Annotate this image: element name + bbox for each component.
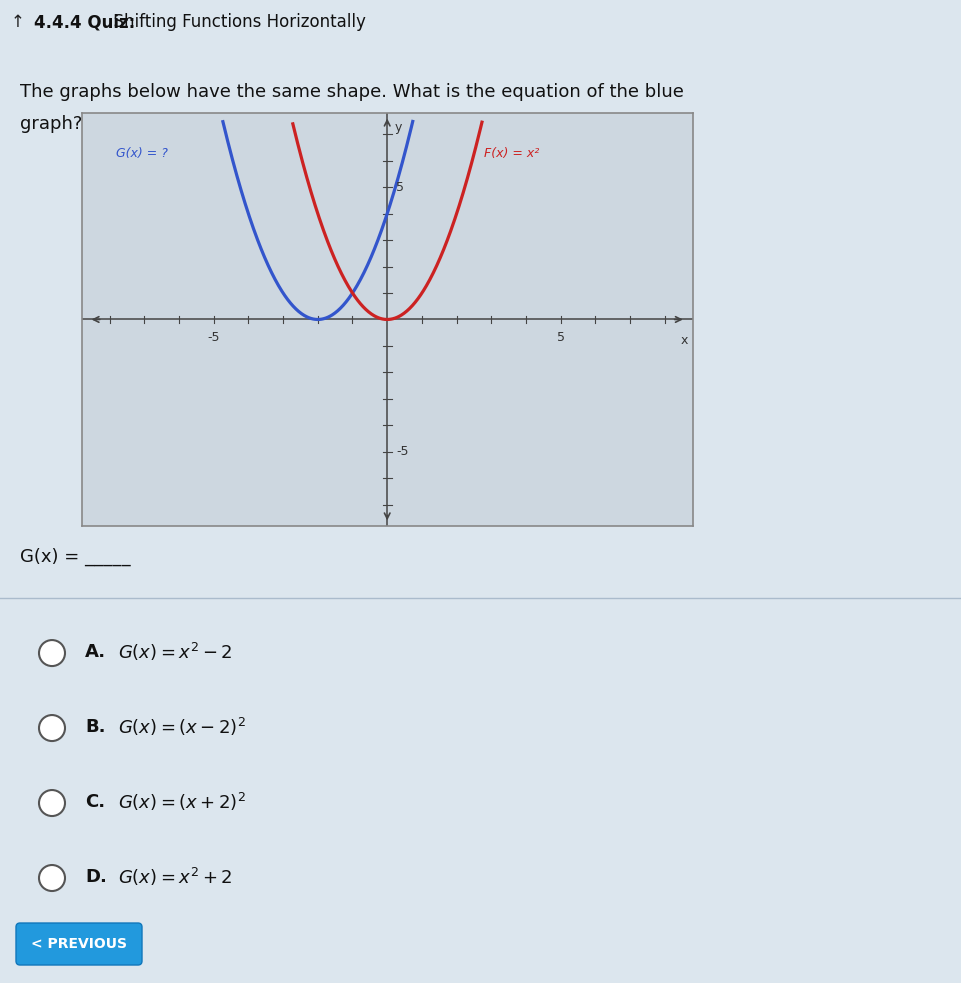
- Text: ↑: ↑: [11, 13, 24, 31]
- Circle shape: [39, 640, 65, 666]
- Text: 4.4.4 Quiz:: 4.4.4 Quiz:: [34, 13, 135, 31]
- Circle shape: [39, 715, 65, 741]
- Text: B.: B.: [85, 718, 106, 736]
- Text: F(x) = x²: F(x) = x²: [484, 147, 539, 160]
- Text: G(x) = _____: G(x) = _____: [20, 549, 131, 566]
- Circle shape: [39, 790, 65, 816]
- Text: A.: A.: [85, 643, 106, 661]
- FancyBboxPatch shape: [16, 923, 142, 965]
- Text: y: y: [394, 121, 401, 134]
- Text: $G(x) = x^2 - 2$: $G(x) = x^2 - 2$: [118, 641, 233, 664]
- Text: -5: -5: [396, 445, 408, 458]
- Text: Shifting Functions Horizontally: Shifting Functions Horizontally: [103, 13, 365, 31]
- Text: G(x) = ?: G(x) = ?: [116, 147, 168, 160]
- Text: < PREVIOUS: < PREVIOUS: [31, 937, 127, 951]
- Text: -5: -5: [208, 331, 220, 344]
- Text: 5: 5: [396, 181, 404, 194]
- Text: x: x: [679, 334, 687, 347]
- Text: $G(x) = (x - 2)^2$: $G(x) = (x - 2)^2$: [118, 716, 246, 738]
- Text: 5: 5: [556, 331, 564, 344]
- Circle shape: [39, 865, 65, 891]
- Text: $G(x) = (x + 2)^2$: $G(x) = (x + 2)^2$: [118, 791, 246, 813]
- Text: D.: D.: [85, 868, 107, 886]
- Text: C.: C.: [85, 793, 105, 811]
- Text: graph?: graph?: [20, 115, 83, 133]
- Text: $G(x) = x^2 + 2$: $G(x) = x^2 + 2$: [118, 866, 233, 888]
- Text: The graphs below have the same shape. What is the equation of the blue: The graphs below have the same shape. Wh…: [20, 84, 683, 101]
